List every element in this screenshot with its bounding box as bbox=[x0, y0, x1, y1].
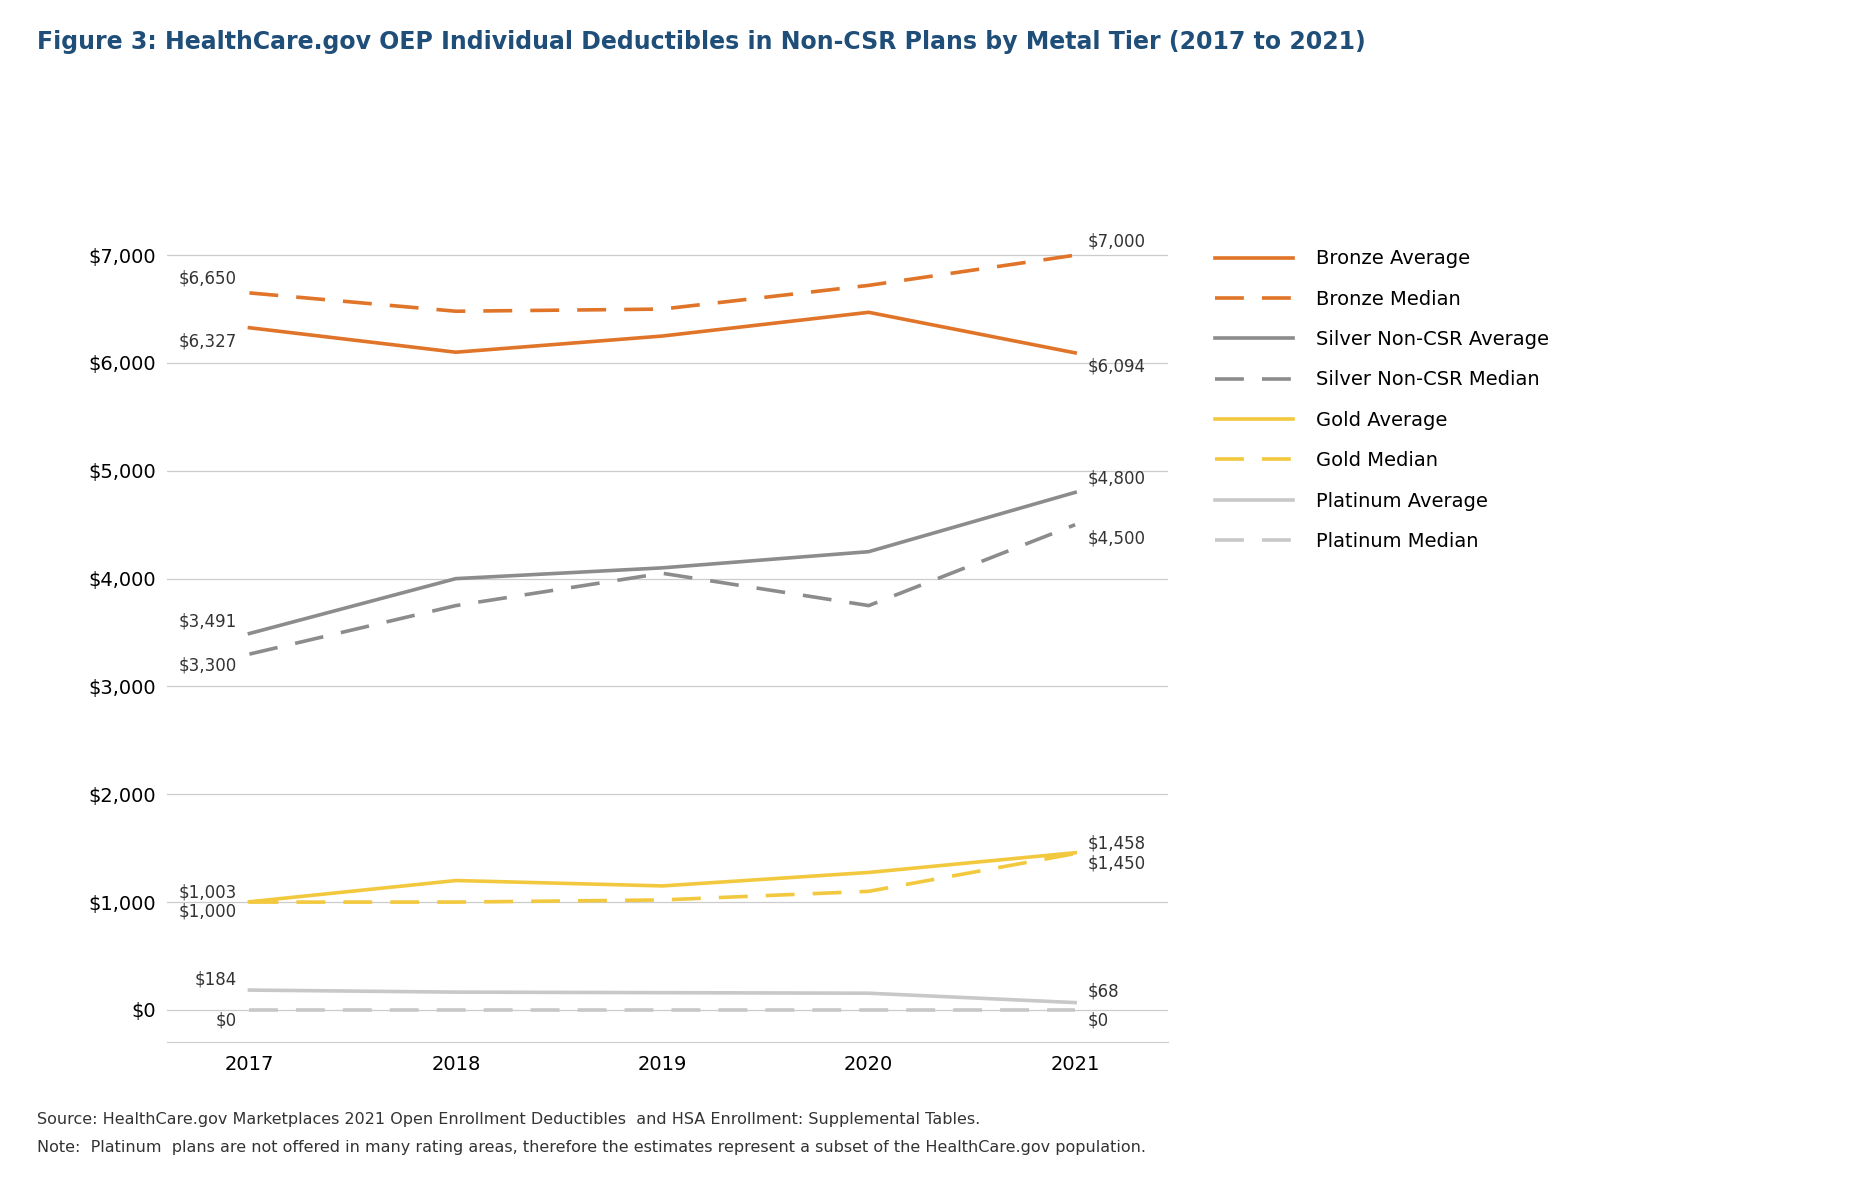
Text: $1,450: $1,450 bbox=[1088, 854, 1146, 872]
Text: $1,003: $1,003 bbox=[178, 883, 237, 901]
Text: $7,000: $7,000 bbox=[1088, 232, 1146, 250]
Legend: Bronze Average, Bronze Median, Silver Non-CSR Average, Silver Non-CSR Median, Go: Bronze Average, Bronze Median, Silver No… bbox=[1214, 249, 1548, 551]
Text: $6,650: $6,650 bbox=[180, 270, 237, 288]
Text: $6,094: $6,094 bbox=[1088, 358, 1146, 376]
Text: Source: HealthCare.gov Marketplaces 2021 Open Enrollment Deductibles  and HSA En: Source: HealthCare.gov Marketplaces 2021… bbox=[37, 1112, 981, 1127]
Text: $1,000: $1,000 bbox=[180, 903, 237, 921]
Text: $68: $68 bbox=[1088, 982, 1120, 1000]
Text: $4,500: $4,500 bbox=[1088, 530, 1146, 547]
Text: $6,327: $6,327 bbox=[178, 333, 237, 351]
Text: $4,800: $4,800 bbox=[1088, 470, 1146, 488]
Text: $1,458: $1,458 bbox=[1088, 834, 1146, 852]
Text: Figure 3: HealthCare.gov OEP Individual Deductibles in Non-CSR Plans by Metal Ti: Figure 3: HealthCare.gov OEP Individual … bbox=[37, 30, 1366, 54]
Text: $3,491: $3,491 bbox=[178, 612, 237, 630]
Text: $184: $184 bbox=[195, 970, 237, 988]
Text: $3,300: $3,300 bbox=[178, 657, 237, 674]
Text: Note:  Platinum  plans are not offered in many rating areas, therefore the estim: Note: Platinum plans are not offered in … bbox=[37, 1140, 1146, 1156]
Text: $0: $0 bbox=[1088, 1011, 1109, 1030]
Text: $0: $0 bbox=[215, 1011, 237, 1030]
